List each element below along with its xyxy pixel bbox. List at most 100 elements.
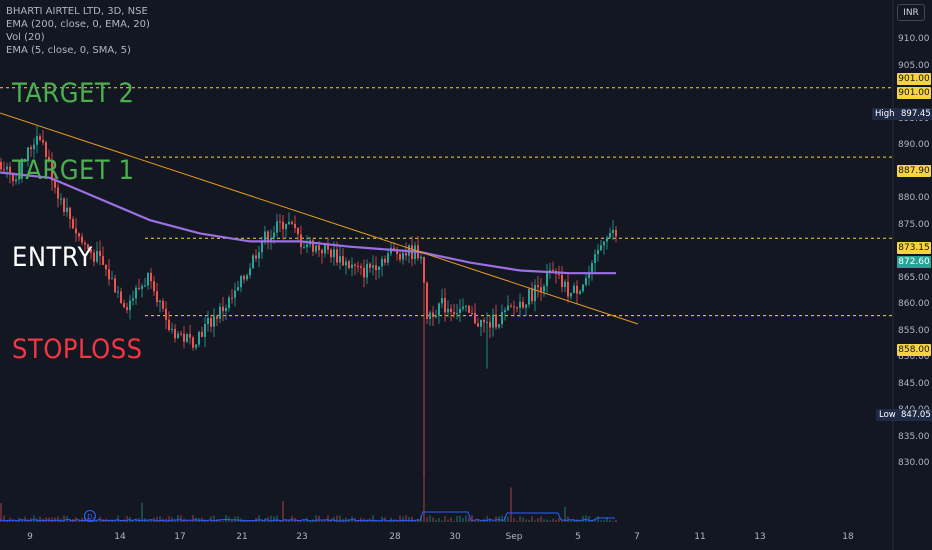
candle-body <box>171 328 173 330</box>
candle-body <box>186 334 188 342</box>
candle-body <box>102 256 104 265</box>
volume-bar <box>279 520 281 522</box>
candle-body <box>471 312 473 314</box>
candle-body <box>597 250 599 255</box>
high-value: 897.45 <box>898 108 932 120</box>
candle-body <box>552 269 554 271</box>
legend-ema5[interactable]: EMA (5, close, 0, SMA, 5) <box>6 45 131 56</box>
volume-bar <box>165 518 167 522</box>
volume-bar <box>456 516 458 522</box>
candle-body <box>399 254 401 260</box>
time-tick: 28 <box>389 532 401 542</box>
candle-body <box>18 178 20 180</box>
price-tick: 860.00 <box>898 299 930 309</box>
candle-body <box>426 282 428 319</box>
volume-bar <box>234 516 236 522</box>
volume-bar <box>39 516 41 522</box>
candle-body <box>57 187 59 199</box>
volume-bar <box>201 517 203 522</box>
volume-bar <box>168 516 170 522</box>
volume-bar <box>387 520 389 522</box>
volume-bar <box>552 518 554 522</box>
candle-body <box>381 258 383 267</box>
candle-body <box>207 317 209 324</box>
candle-body <box>69 207 71 220</box>
candle-body <box>432 312 434 318</box>
candle-body <box>9 166 11 174</box>
volume-bar <box>48 517 50 522</box>
volume-bar <box>15 520 17 522</box>
volume-bar <box>126 516 128 522</box>
volume-bar <box>213 515 215 522</box>
volume-bar <box>597 516 599 522</box>
candle-body <box>90 248 92 253</box>
volume-bar <box>585 515 587 522</box>
volume-bar <box>45 517 47 522</box>
candle-body <box>345 261 347 266</box>
candle-body <box>120 291 122 304</box>
candle-body <box>462 306 464 309</box>
volume-bar <box>513 518 515 522</box>
candle-body <box>546 271 548 287</box>
candle-body <box>564 281 566 287</box>
legend-ema200[interactable]: EMA (200, close, 0, EMA, 20) <box>6 19 150 30</box>
candle-body <box>495 314 497 328</box>
legend-volume[interactable]: Vol (20) <box>6 32 45 43</box>
stoploss-price-tag: 858.00 <box>897 344 931 356</box>
time-tick: 14 <box>114 532 126 542</box>
target2-price-tag: 901.00 <box>897 73 931 85</box>
volume-bar <box>498 516 500 522</box>
time-tick: 7 <box>634 532 640 542</box>
volume-bar <box>141 502 143 522</box>
volume-bar <box>432 517 434 522</box>
volume-bar <box>537 518 539 522</box>
volume-bar <box>258 515 260 522</box>
volume-bar <box>438 518 440 522</box>
candle-body <box>423 256 425 283</box>
volume-bar <box>360 517 362 522</box>
candle-body <box>60 198 62 200</box>
volume-bar <box>453 520 455 522</box>
volume-bar <box>459 515 461 522</box>
volume-bar <box>525 519 527 522</box>
volume-bar <box>276 515 278 522</box>
candle-body <box>66 207 68 212</box>
volume-bar <box>171 517 173 522</box>
volume-bar <box>555 519 557 522</box>
volume-bar <box>462 517 464 522</box>
candle-body <box>237 287 239 291</box>
candle-body <box>372 265 374 268</box>
candle-body <box>240 275 242 288</box>
legend-symbol[interactable]: BHARTI AIRTEL LTD, 3D, NSE <box>6 6 148 17</box>
candle-body <box>210 317 212 327</box>
candle-body <box>21 158 23 179</box>
volume-bar <box>63 515 65 522</box>
candle-body <box>108 269 110 280</box>
candle-body <box>342 256 344 266</box>
volume-badge[interactable]: D <box>84 510 96 522</box>
candle-body <box>402 252 404 260</box>
candle-body <box>114 278 116 293</box>
candle-body <box>315 245 317 252</box>
candle-body <box>162 300 164 309</box>
volume-bar <box>390 517 392 522</box>
candle-body <box>288 221 290 224</box>
candle-body <box>282 221 284 230</box>
candle-body <box>12 173 14 182</box>
candle-body <box>51 159 53 181</box>
candle-body <box>252 255 254 269</box>
candle-body <box>54 180 56 188</box>
volume-bar <box>189 520 191 522</box>
target2-label: TARGET 2 <box>12 78 135 109</box>
candle-body <box>0 161 2 170</box>
volume-bar <box>606 517 608 522</box>
volume-bar <box>117 515 119 522</box>
candle-body <box>561 274 563 287</box>
candle-body <box>48 156 50 160</box>
candle-body <box>375 265 377 271</box>
currency-button[interactable]: INR <box>897 4 925 21</box>
candle-body <box>504 310 506 312</box>
candle-body <box>126 307 128 311</box>
volume-bar <box>564 506 566 522</box>
